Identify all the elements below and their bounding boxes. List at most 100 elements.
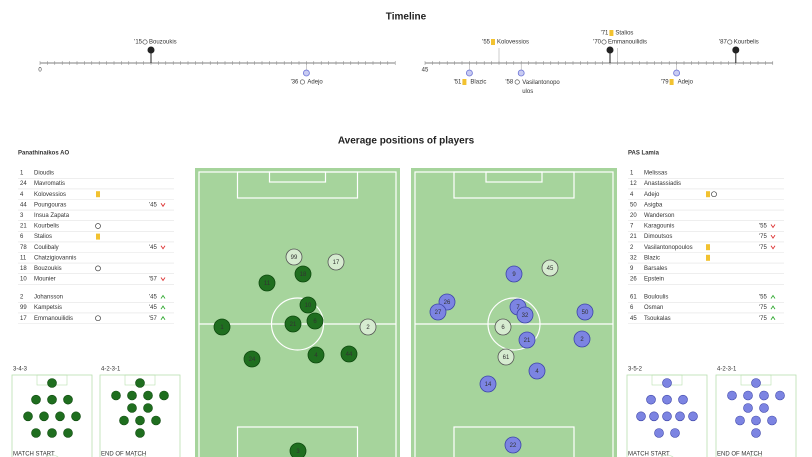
mini-dot — [23, 411, 33, 422]
sub-arrow — [160, 203, 166, 208]
player-name: Chatzigiovannis — [34, 255, 76, 261]
player-name: Adejo — [644, 192, 660, 198]
player-dot — [299, 296, 317, 314]
shirt-number: 10 — [20, 277, 27, 283]
yellow-card — [669, 79, 674, 85]
timeline-start: 45 — [422, 68, 429, 74]
player-name: Epstein — [644, 277, 664, 283]
mini-dot — [675, 411, 685, 422]
shirt-number: 9 — [630, 266, 634, 272]
mini-dot — [143, 390, 153, 401]
shirt-number: 45 — [630, 316, 637, 322]
formation: 4-2-3-1 — [717, 367, 737, 373]
sub-minute: '75 — [759, 234, 767, 240]
ball-icon — [514, 79, 520, 85]
formation-label: END OF MATCH — [717, 452, 762, 457]
player-dot-number: 21 — [524, 338, 531, 344]
yellow-card — [609, 30, 614, 36]
mini-dot — [649, 411, 659, 422]
sub-icon — [673, 69, 680, 77]
player-dot — [327, 253, 345, 271]
player-dot-number: 2 — [580, 337, 584, 343]
mini-dot — [751, 428, 761, 438]
mini-dot — [31, 428, 41, 438]
player-name: Melissas — [644, 171, 667, 177]
sub-arrow — [160, 245, 166, 250]
mini-dot — [135, 428, 145, 438]
event-minute: '79 — [661, 80, 669, 86]
sub-arrow — [160, 294, 166, 299]
sub-arrow — [770, 245, 776, 250]
player-dot-number: 99 — [291, 255, 298, 261]
player-dot-number: 17 — [333, 260, 340, 266]
sub-minute: '75 — [759, 305, 767, 311]
player-name: Coulibaly — [34, 245, 59, 251]
sub-minute: '45 — [149, 245, 157, 251]
sub-minute: '55 — [759, 224, 767, 230]
mini-dot — [678, 394, 688, 405]
mini-circle — [660, 454, 674, 457]
mini-dot — [688, 411, 698, 422]
event-minute: '15 — [134, 40, 142, 46]
player-name: Anastassiadis — [644, 181, 681, 187]
timeline-title: Timeline — [386, 12, 427, 23]
player-dot — [518, 331, 536, 349]
player-dot-number: 10 — [305, 303, 312, 309]
mini-dot — [775, 390, 785, 401]
mini-dot — [151, 415, 161, 426]
mini-dot — [31, 394, 41, 405]
mini-dot — [743, 403, 753, 413]
mini-circle — [133, 454, 147, 457]
player-dot — [258, 274, 276, 292]
player-dot — [541, 259, 559, 277]
mini-dot — [119, 415, 129, 426]
sub-icon — [302, 69, 310, 77]
mini-dot — [751, 378, 761, 388]
player-name: Poungouras — [34, 202, 66, 208]
shirt-number: 21 — [630, 234, 637, 240]
player-dot — [289, 442, 307, 457]
shirt-number: 2 — [630, 245, 634, 251]
shirt-number: 17 — [20, 316, 27, 322]
sub-minute: '55 — [759, 295, 767, 301]
mini-dot — [767, 415, 777, 426]
formation-label: MATCH START — [628, 452, 670, 457]
player-name: Barsales — [644, 266, 667, 272]
yellow-card — [706, 244, 710, 251]
team-name: PAS Lamia — [628, 151, 660, 157]
event-minute: '55 — [482, 40, 490, 46]
player-dot-number: 26 — [444, 300, 451, 306]
player-dot — [284, 315, 302, 333]
player-dot — [479, 375, 497, 393]
sub-arrow — [770, 234, 776, 239]
goal-box — [268, 171, 327, 183]
player-name: Johansson — [34, 295, 63, 301]
formation: 3-5-2 — [628, 367, 643, 373]
sub-arrow — [770, 294, 776, 299]
mini-dot — [47, 428, 57, 438]
player-name: Mounier — [34, 277, 56, 283]
shirt-number: 11 — [20, 255, 27, 261]
shirt-number: 3 — [20, 213, 24, 219]
player-name: Insua Zapata — [34, 213, 70, 219]
player-dot-number: 24 — [249, 357, 256, 363]
sub-minute: '45 — [149, 202, 157, 208]
mini-dot — [111, 390, 121, 401]
player-name: Kolovessios — [34, 192, 66, 198]
shirt-number: 20 — [630, 213, 637, 219]
sub-arrow — [160, 315, 166, 320]
player-dot-number: 4 — [535, 369, 539, 375]
center-circle — [487, 297, 541, 351]
player-dot — [285, 248, 303, 266]
sub-minute: '75 — [759, 245, 767, 251]
event-minute: '71 — [601, 31, 609, 37]
player-name: Mavromatis — [34, 181, 65, 187]
player-dot — [294, 265, 312, 283]
player-dot — [243, 350, 261, 368]
player-name: Blazic — [644, 255, 660, 261]
team-name: Panathinaikos AO — [18, 151, 69, 157]
shirt-number: 21 — [20, 224, 27, 230]
mini-dot — [759, 390, 769, 401]
sub-icon — [517, 69, 525, 77]
player-dot — [573, 330, 591, 348]
